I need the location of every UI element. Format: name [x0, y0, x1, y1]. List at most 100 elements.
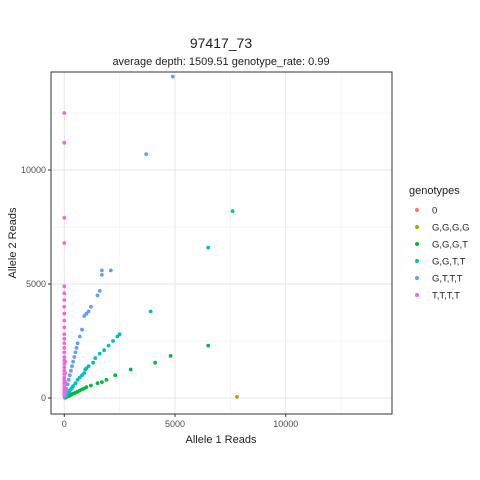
data-point-g-g-t-t	[230, 209, 235, 214]
data-point-t-t-t-t	[62, 241, 67, 245]
data-point-g-g-t-t	[83, 367, 88, 372]
data-point-g-t-t-t	[80, 327, 84, 332]
data-point-g-t-t-t	[71, 359, 75, 364]
data-point-t-t-t-t	[62, 355, 67, 359]
data-point-t-t-t-t	[62, 304, 67, 309]
data-point-g-g-t-t	[115, 334, 120, 339]
axis-layer: 0 5000 10000 0 5000 10000	[21, 165, 298, 429]
data-point-t-t-t-t	[62, 325, 67, 330]
legend-label-g-g-g-g: G,G,G,G	[432, 223, 469, 234]
legend-items: 0 G,G,G,G G,G,G,T G,G,T,T G,T,T,T T,T,T,T	[415, 206, 469, 302]
y-axis-title: Allele 2 Reads	[7, 207, 19, 278]
data-point-g-g-t-t	[148, 309, 153, 314]
data-point-g-g-g-t	[206, 343, 211, 348]
point-layer	[62, 74, 239, 400]
data-point-g-g-t-t	[75, 377, 80, 382]
data-point-g-t-t-t	[108, 268, 113, 273]
data-point-g-g-g-t	[100, 380, 104, 384]
legend-key-g-t-t-t	[415, 276, 419, 280]
y-tick-label: 0	[41, 393, 46, 403]
data-point-g-g-g-t	[113, 373, 118, 378]
data-point-t-t-t-t	[62, 336, 67, 341]
data-point-g-g-g-g	[235, 395, 239, 399]
data-point-g-g-g-t	[95, 381, 100, 386]
data-point-g-t-t-t	[89, 304, 93, 309]
data-point-t-t-t-t	[62, 216, 67, 220]
data-point-g-t-t-t	[72, 355, 77, 359]
data-point-g-g-g-t	[168, 354, 173, 358]
y-tick-label: 10000	[21, 165, 46, 175]
data-point-g-t-t-t	[97, 289, 102, 293]
data-point-t-t-t-t	[63, 387, 68, 391]
data-point-t-t-t-t	[62, 111, 67, 115]
data-point-g-g-g-t	[153, 360, 158, 365]
data-point-g-t-t-t	[170, 74, 175, 79]
x-tick-label: 5000	[165, 419, 185, 429]
plot-border	[50, 71, 393, 415]
data-point-g-t-t-t	[67, 373, 72, 378]
data-point-g-t-t-t	[77, 334, 82, 339]
x-tick-label: 10000	[273, 419, 298, 429]
data-point-g-g-g-t	[89, 383, 93, 388]
data-point-g-t-t-t	[100, 268, 104, 273]
legend-title: genotypes	[409, 185, 460, 197]
legend: genotypes 0 G,G,G,G G,G,G,T G,G,T,T G,T,T,T T…	[409, 185, 469, 302]
data-point-g-g-t-t	[106, 343, 111, 348]
legend-label-g-t-t-t: G,T,T,T	[432, 274, 463, 285]
data-point-g-t-t-t	[65, 382, 70, 387]
data-point-g-t-t-t	[73, 350, 78, 355]
data-point-g-g-t-t	[111, 339, 115, 343]
plot-area	[50, 71, 393, 415]
data-point-g-g-t-t	[97, 351, 102, 356]
x-axis-title: Allele 1 Reads	[186, 434, 257, 446]
data-point-g-g-t-t	[91, 360, 95, 365]
data-point-t-t-t-t	[62, 318, 67, 323]
chart-title: 97417_73	[190, 35, 253, 51]
data-point-t-t-t-t	[62, 332, 67, 337]
data-point-t-t-t-t	[62, 341, 67, 346]
legend-label-0: 0	[432, 206, 437, 217]
legend-label-g-g-g-t: G,G,G,T	[432, 240, 468, 251]
data-point-t-t-t-t	[62, 298, 67, 302]
data-point-t-t-t-t	[63, 380, 68, 384]
data-point-g-g-g-t	[104, 377, 109, 382]
legend-key-g-g-g-t	[415, 242, 419, 246]
data-point-g-t-t-t	[95, 293, 100, 298]
data-point-t-t-t-t	[63, 359, 68, 364]
data-point-t-t-t-t	[62, 350, 67, 355]
legend-key-t-t-t-t	[415, 293, 419, 297]
plot-panel	[51, 72, 392, 414]
x-tick-label: 0	[62, 419, 67, 429]
legend-label-g-g-t-t: G,G,T,T	[432, 257, 465, 268]
y-tick-label: 5000	[26, 279, 46, 289]
chart-subtitle: average depth: 1509.51 genotype_rate: 0.…	[112, 56, 329, 68]
data-point-g-g-t-t	[102, 348, 106, 353]
data-point-t-t-t-t	[62, 346, 67, 350]
data-point-t-t-t-t	[62, 284, 67, 289]
legend-label-t-t-t-t: T,T,T,T	[432, 291, 460, 302]
data-point-g-g-t-t	[73, 381, 78, 386]
data-point-g-t-t-t	[66, 377, 71, 382]
legend-key-g-g-t-t	[415, 259, 419, 263]
data-point-g-g-g-t	[128, 367, 133, 372]
legend-key-g-g-g-g	[415, 225, 419, 229]
data-point-g-t-t-t	[74, 346, 79, 350]
legend-key-0	[415, 208, 419, 212]
data-point-t-t-t-t	[62, 311, 67, 316]
data-point-t-t-t-t	[62, 393, 67, 398]
data-point-g-g-t-t	[206, 245, 211, 250]
data-point-g-t-t-t	[69, 368, 73, 373]
data-point-g-g-t-t	[93, 356, 98, 360]
data-point-g-t-t-t	[75, 341, 80, 346]
data-point-t-t-t-t	[62, 375, 67, 380]
data-point-t-t-t-t	[62, 140, 67, 145]
data-point-g-t-t-t	[82, 314, 87, 318]
data-point-g-t-t-t	[144, 152, 149, 157]
data-point-t-t-t-t	[63, 371, 68, 375]
data-point-t-t-t-t	[62, 365, 67, 370]
data-point-t-t-t-t	[62, 390, 67, 395]
data-point-t-t-t-t	[62, 291, 67, 296]
data-point-g-t-t-t	[70, 364, 74, 368]
data-point-g-t-t-t	[100, 273, 104, 277]
